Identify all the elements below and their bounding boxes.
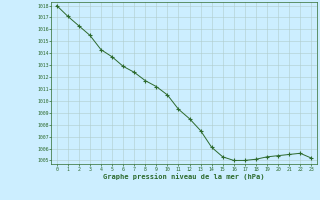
- X-axis label: Graphe pression niveau de la mer (hPa): Graphe pression niveau de la mer (hPa): [103, 173, 265, 180]
